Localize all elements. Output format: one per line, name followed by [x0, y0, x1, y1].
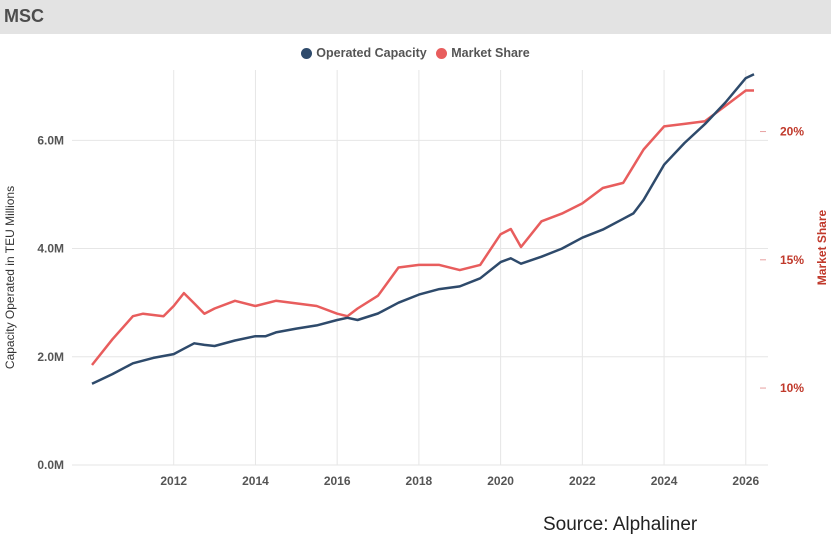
legend-dot-share	[436, 47, 448, 59]
y-tick-label-right: 10%	[780, 381, 804, 395]
x-tick-label: 2022	[569, 474, 596, 488]
market-share-line	[91, 89, 754, 366]
x-tick-label: 2026	[732, 474, 759, 488]
chart-legend: Operated Capacity Market Share	[0, 46, 831, 62]
x-tick-label: 2020	[487, 474, 514, 488]
x-tick-label: 2024	[651, 474, 678, 488]
x-tick-label: 2016	[324, 474, 351, 488]
y-tick-label-right: 20%	[780, 125, 804, 139]
y-tick-label-left: 0.0M	[37, 458, 64, 472]
y-tick-label-left: 2.0M	[37, 350, 64, 364]
legend-label-capacity: Operated Capacity	[316, 46, 427, 60]
y-axis-title-right: Market Share	[815, 209, 829, 285]
y-tick-label-left: 6.0M	[37, 133, 64, 147]
legend-item-share[interactable]: Market Share	[436, 46, 530, 60]
legend-item-capacity[interactable]: Operated Capacity	[301, 46, 427, 60]
source-note: Source: Alphaliner	[543, 514, 698, 535]
legend-dot-capacity	[301, 47, 313, 59]
header-title: MSC	[4, 6, 44, 26]
y-tick-label-left: 4.0M	[37, 242, 64, 256]
x-tick-label: 2012	[160, 474, 187, 488]
y-tick-label-right: 15%	[780, 253, 804, 267]
y-axis-title-left: Capacity Operated in TEU Millions	[3, 186, 17, 369]
legend-label-share: Market Share	[451, 46, 530, 60]
operated-capacity-line	[91, 73, 755, 385]
x-tick-label: 2018	[406, 474, 433, 488]
x-tick-label: 2014	[242, 474, 269, 488]
page-header: MSC	[0, 0, 831, 34]
